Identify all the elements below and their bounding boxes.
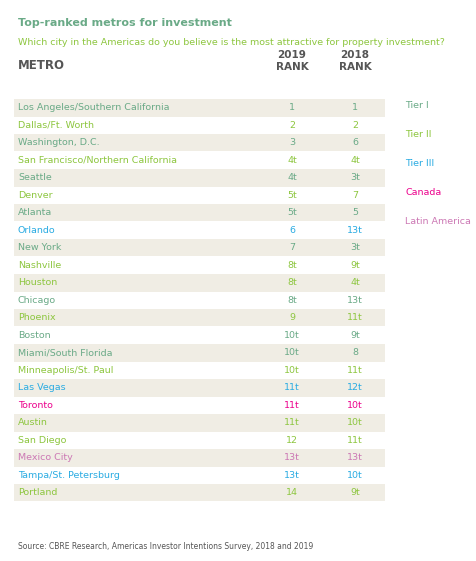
Text: 11t: 11t <box>284 401 300 410</box>
Text: METRO: METRO <box>18 59 65 72</box>
Text: Tier III: Tier III <box>405 159 434 168</box>
Text: 5: 5 <box>352 208 358 217</box>
Text: 11t: 11t <box>347 366 363 375</box>
Text: Austin: Austin <box>18 419 48 427</box>
Text: 5t: 5t <box>287 208 297 217</box>
Text: 3: 3 <box>289 138 295 147</box>
Text: 2019
RANK: 2019 RANK <box>276 50 308 72</box>
Text: 8t: 8t <box>287 296 297 305</box>
Text: 11t: 11t <box>347 436 363 445</box>
Text: 1: 1 <box>289 103 295 112</box>
Text: 3t: 3t <box>350 173 360 182</box>
Text: 9t: 9t <box>350 331 360 340</box>
Text: Latin America: Latin America <box>405 217 471 226</box>
Text: 3t: 3t <box>350 243 360 252</box>
Text: Los Angeles/Southern California: Los Angeles/Southern California <box>18 103 169 112</box>
Text: 4t: 4t <box>287 156 297 165</box>
Text: Washington, D.C.: Washington, D.C. <box>18 138 99 147</box>
Text: 8: 8 <box>352 348 358 357</box>
Text: 9t: 9t <box>350 261 360 270</box>
Text: 9t: 9t <box>350 488 360 497</box>
Bar <box>14 239 385 256</box>
Bar <box>14 379 385 397</box>
Bar <box>14 99 385 117</box>
Text: Boston: Boston <box>18 331 50 340</box>
Text: 4t: 4t <box>350 278 360 287</box>
Text: 8t: 8t <box>287 261 297 270</box>
Text: 2018
RANK: 2018 RANK <box>338 50 371 72</box>
Text: Dallas/Ft. Worth: Dallas/Ft. Worth <box>18 121 94 130</box>
Text: 12t: 12t <box>347 383 363 392</box>
Text: Toronto: Toronto <box>18 401 53 410</box>
Text: Source: CBRE Research, Americas Investor Intentions Survey, 2018 and 2019: Source: CBRE Research, Americas Investor… <box>18 542 313 551</box>
Text: 10t: 10t <box>347 471 363 480</box>
Text: 7: 7 <box>289 243 295 252</box>
Text: Phoenix: Phoenix <box>18 313 56 322</box>
Text: 10t: 10t <box>284 331 300 340</box>
Text: Mexico City: Mexico City <box>18 453 73 462</box>
Text: 13t: 13t <box>347 226 363 234</box>
Text: Tier I: Tier I <box>405 101 429 110</box>
Bar <box>14 344 385 361</box>
Text: 2: 2 <box>352 121 358 130</box>
Text: 11t: 11t <box>284 383 300 392</box>
Bar <box>14 309 385 327</box>
Bar <box>14 204 385 222</box>
Text: 6: 6 <box>289 226 295 234</box>
Text: New York: New York <box>18 243 61 252</box>
Text: 10t: 10t <box>284 348 300 357</box>
Text: 12: 12 <box>286 436 298 445</box>
Text: 2: 2 <box>289 121 295 130</box>
Bar <box>14 414 385 431</box>
Text: 9: 9 <box>289 313 295 322</box>
Text: Top-ranked metros for investment: Top-ranked metros for investment <box>18 18 232 28</box>
Text: 13t: 13t <box>347 296 363 305</box>
Text: San Diego: San Diego <box>18 436 66 445</box>
Text: Canada: Canada <box>405 188 441 197</box>
Text: Tier II: Tier II <box>405 130 432 139</box>
Bar <box>14 169 385 186</box>
Text: 6: 6 <box>352 138 358 147</box>
Text: 14: 14 <box>286 488 298 497</box>
Text: 10t: 10t <box>347 401 363 410</box>
Text: Tampa/St. Petersburg: Tampa/St. Petersburg <box>18 471 120 480</box>
Text: Atlanta: Atlanta <box>18 208 52 217</box>
Text: 5t: 5t <box>287 191 297 200</box>
Bar <box>14 274 385 292</box>
Text: 8t: 8t <box>287 278 297 287</box>
Bar <box>14 484 385 502</box>
Text: Minneapolis/St. Paul: Minneapolis/St. Paul <box>18 366 113 375</box>
Text: Denver: Denver <box>18 191 53 200</box>
Text: 4t: 4t <box>287 173 297 182</box>
Text: 4t: 4t <box>350 156 360 165</box>
Text: 11t: 11t <box>284 419 300 427</box>
Text: Which city in the Americas do you believe is the most attractive for property in: Which city in the Americas do you believ… <box>18 38 445 47</box>
Text: San Francisco/Northern California: San Francisco/Northern California <box>18 156 177 165</box>
Text: Houston: Houston <box>18 278 57 287</box>
Text: 13t: 13t <box>284 453 300 462</box>
Text: 13t: 13t <box>284 471 300 480</box>
Bar <box>14 134 385 151</box>
Text: Orlando: Orlando <box>18 226 56 234</box>
Text: 10t: 10t <box>347 419 363 427</box>
Text: 7: 7 <box>352 191 358 200</box>
Text: Seattle: Seattle <box>18 173 52 182</box>
Bar <box>14 449 385 467</box>
Text: 10t: 10t <box>284 366 300 375</box>
Text: Chicago: Chicago <box>18 296 56 305</box>
Text: Miami/South Florida: Miami/South Florida <box>18 348 112 357</box>
Text: Portland: Portland <box>18 488 58 497</box>
Text: 13t: 13t <box>347 453 363 462</box>
Text: Las Vegas: Las Vegas <box>18 383 66 392</box>
Text: 1: 1 <box>352 103 358 112</box>
Text: 11t: 11t <box>347 313 363 322</box>
Text: Nashville: Nashville <box>18 261 61 270</box>
